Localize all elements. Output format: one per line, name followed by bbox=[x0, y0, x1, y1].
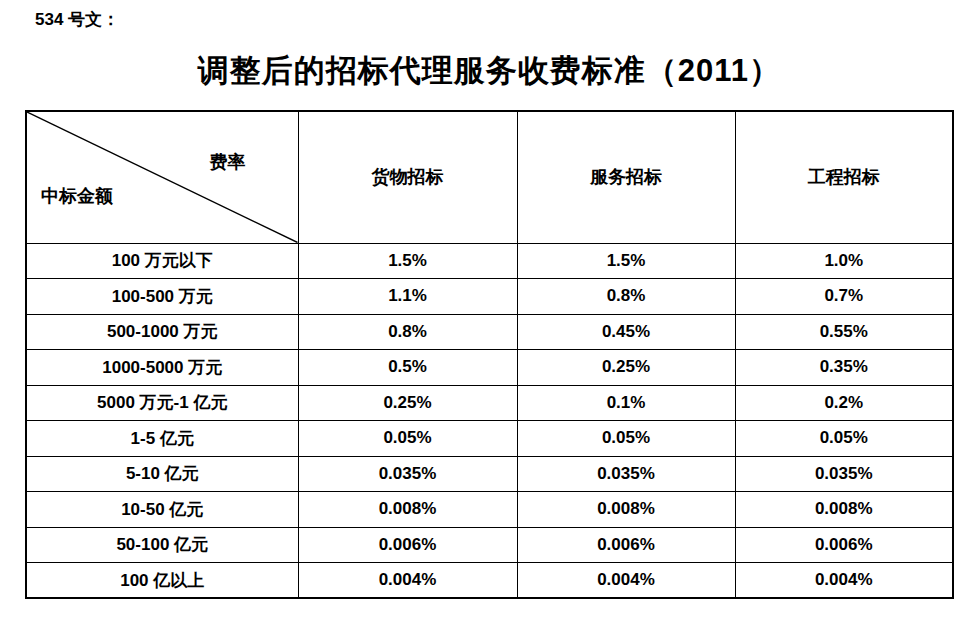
amount-cell: 500-1000 万元 bbox=[26, 314, 298, 350]
amount-cell: 1-5 亿元 bbox=[26, 421, 298, 457]
table-row: 50-100 亿元0.006%0.006%0.006% bbox=[26, 527, 953, 563]
rate-cell: 0.004% bbox=[517, 563, 735, 599]
rate-cell: 0.25% bbox=[298, 385, 517, 421]
document-page: 534 号文： 调整后的招标代理服务收费标准（2011） 费率 中标金额 货物招… bbox=[0, 0, 979, 629]
table-row: 1000-5000 万元0.5%0.25%0.35% bbox=[26, 350, 953, 386]
rate-cell: 0.035% bbox=[517, 456, 735, 492]
amount-cell: 5000 万元-1 亿元 bbox=[26, 385, 298, 421]
page-title: 调整后的招标代理服务收费标准（2011） bbox=[0, 50, 979, 92]
rate-cell: 1.0% bbox=[735, 243, 953, 279]
header-row: 费率 中标金额 货物招标 服务招标 工程招标 bbox=[26, 111, 953, 243]
column-header-engineering: 工程招标 bbox=[735, 111, 953, 243]
rate-cell: 0.008% bbox=[298, 492, 517, 528]
rate-cell: 0.004% bbox=[735, 563, 953, 599]
diagonal-line bbox=[27, 112, 298, 243]
amount-cell: 1000-5000 万元 bbox=[26, 350, 298, 386]
amount-cell: 10-50 亿元 bbox=[26, 492, 298, 528]
rate-cell: 0.008% bbox=[517, 492, 735, 528]
table-row: 5-10 亿元0.035%0.035%0.035% bbox=[26, 456, 953, 492]
table-row: 5000 万元-1 亿元0.25%0.1%0.2% bbox=[26, 385, 953, 421]
corner-label-rate: 费率 bbox=[210, 150, 246, 174]
amount-cell: 100-500 万元 bbox=[26, 279, 298, 315]
amount-cell: 50-100 亿元 bbox=[26, 527, 298, 563]
rate-cell: 0.004% bbox=[298, 563, 517, 599]
rate-cell: 0.05% bbox=[735, 421, 953, 457]
rate-cell: 0.7% bbox=[735, 279, 953, 315]
rate-cell: 0.035% bbox=[298, 456, 517, 492]
corner-label-amount: 中标金额 bbox=[41, 184, 113, 208]
rate-cell: 1.5% bbox=[298, 243, 517, 279]
table-row: 100 万元以下1.5%1.5%1.0% bbox=[26, 243, 953, 279]
doc-number-label: 534 号文： bbox=[35, 8, 119, 31]
rate-cell: 0.5% bbox=[298, 350, 517, 386]
rate-cell: 0.8% bbox=[298, 314, 517, 350]
amount-cell: 100 亿以上 bbox=[26, 563, 298, 599]
table-row: 10-50 亿元0.008%0.008%0.008% bbox=[26, 492, 953, 528]
fee-table: 费率 中标金额 货物招标 服务招标 工程招标 100 万元以下1.5%1.5%1… bbox=[25, 110, 954, 599]
rate-cell: 0.25% bbox=[517, 350, 735, 386]
amount-cell: 5-10 亿元 bbox=[26, 456, 298, 492]
amount-cell: 100 万元以下 bbox=[26, 243, 298, 279]
rate-cell: 0.006% bbox=[298, 527, 517, 563]
table-row: 500-1000 万元0.8%0.45%0.55% bbox=[26, 314, 953, 350]
rate-cell: 0.006% bbox=[735, 527, 953, 563]
table-body: 100 万元以下1.5%1.5%1.0%100-500 万元1.1%0.8%0.… bbox=[26, 243, 953, 598]
rate-cell: 0.8% bbox=[517, 279, 735, 315]
rate-cell: 0.035% bbox=[735, 456, 953, 492]
rate-cell: 0.35% bbox=[735, 350, 953, 386]
table-row: 1-5 亿元0.05%0.05%0.05% bbox=[26, 421, 953, 457]
column-header-services: 服务招标 bbox=[517, 111, 735, 243]
rate-cell: 1.1% bbox=[298, 279, 517, 315]
corner-cell: 费率 中标金额 bbox=[26, 111, 298, 243]
rate-cell: 1.5% bbox=[517, 243, 735, 279]
rate-cell: 0.05% bbox=[517, 421, 735, 457]
rate-cell: 0.2% bbox=[735, 385, 953, 421]
table-row: 100 亿以上0.004%0.004%0.004% bbox=[26, 563, 953, 599]
rate-cell: 0.006% bbox=[517, 527, 735, 563]
rate-cell: 0.05% bbox=[298, 421, 517, 457]
column-header-goods: 货物招标 bbox=[298, 111, 517, 243]
rate-cell: 0.1% bbox=[517, 385, 735, 421]
table-row: 100-500 万元1.1%0.8%0.7% bbox=[26, 279, 953, 315]
rate-cell: 0.45% bbox=[517, 314, 735, 350]
rate-cell: 0.008% bbox=[735, 492, 953, 528]
rate-cell: 0.55% bbox=[735, 314, 953, 350]
